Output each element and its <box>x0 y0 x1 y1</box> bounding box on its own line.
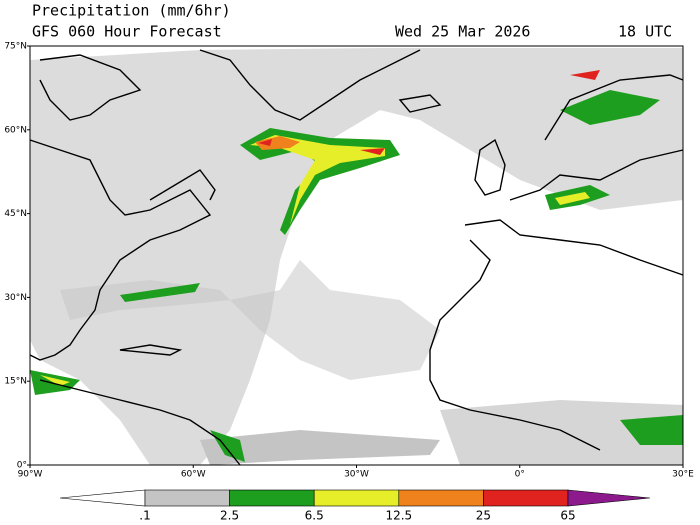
map-area <box>29 45 684 466</box>
lat-tick-label: 45°N <box>4 209 27 219</box>
lon-tick-label: 0° <box>515 470 525 480</box>
date: Wed 25 Mar 2026 <box>395 23 530 41</box>
precip-band <box>30 70 683 462</box>
colorbar-under <box>59 489 146 507</box>
lon-tick-label: 30°E <box>672 470 694 480</box>
lat-tick-label: 15°N <box>4 377 27 387</box>
lat-tick-label: 60°N <box>4 125 27 135</box>
colorbar-segment <box>229 489 315 507</box>
subtitle: GFS 060 Hour Forecast <box>32 23 222 41</box>
time: 18 UTC <box>618 23 672 41</box>
colorbar-segment <box>144 489 230 507</box>
lat-tick-label: 0° <box>17 461 27 471</box>
colorbar-label: 65 <box>560 509 575 523</box>
colorbar-label: 12.5 <box>385 509 412 523</box>
colorbar-label: 2.5 <box>220 509 239 523</box>
colorbar-over <box>567 489 651 507</box>
colorbar-label: .1 <box>139 509 150 523</box>
colorbar-label: 6.5 <box>305 509 324 523</box>
title: Precipitation (mm/6hr) <box>32 2 231 20</box>
colorbar-segment <box>483 489 569 507</box>
lon-tick-label: 90°W <box>18 470 43 480</box>
lat-tick-label: 75°N <box>4 42 27 52</box>
colorbar-label: 25 <box>476 509 491 523</box>
colorbar-segment <box>398 489 484 507</box>
coastlines <box>29 49 684 466</box>
lat-tick-label: 30°N <box>4 293 27 303</box>
lon-tick-label: 60°W <box>181 470 206 480</box>
colorbar-segment <box>313 489 400 507</box>
lon-tick-label: 30°W <box>344 470 369 480</box>
